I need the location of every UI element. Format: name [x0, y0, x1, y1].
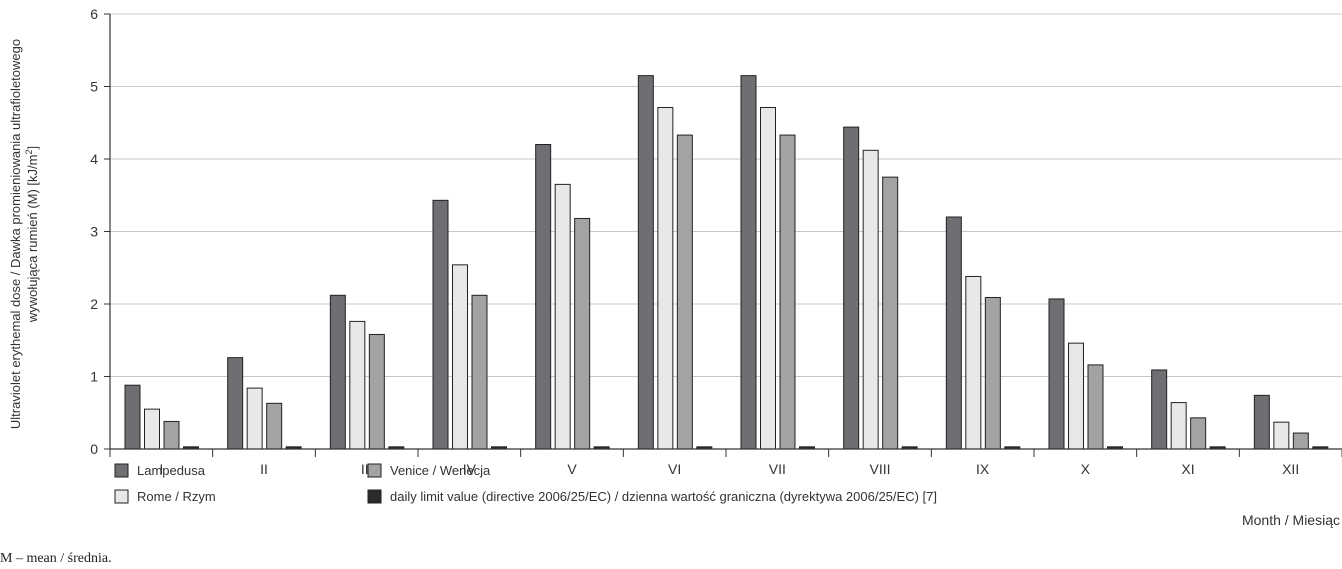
bar	[676, 134, 693, 450]
bar	[945, 216, 962, 450]
y-tick-label: 1	[90, 369, 98, 385]
gridlines	[110, 13, 1342, 377]
x-tick-label: II	[260, 461, 268, 477]
bar	[1292, 432, 1309, 450]
x-tick-label: VIII	[869, 461, 890, 477]
x-tick-label: VI	[668, 461, 681, 477]
y-axis-label-line-2-main: wywołująca rumień (M) [kJ/m	[25, 155, 40, 324]
bar	[882, 176, 899, 450]
y-axis-label-line-1: Ultraviolet erythemal dose / Dawka promi…	[8, 39, 23, 429]
bar	[227, 357, 244, 450]
bar	[144, 408, 160, 450]
legend-label: daily limit value (directive 2006/25/EC)…	[390, 489, 937, 504]
bar	[740, 75, 757, 450]
y-tick-label: 6	[90, 6, 98, 22]
legend-swatch	[367, 489, 382, 504]
bar	[368, 333, 385, 450]
bar	[124, 384, 141, 450]
x-tick-label: XII	[1282, 461, 1299, 477]
y-axis-label: Ultraviolet erythemal dose / Dawka promi…	[8, 39, 40, 429]
bar	[760, 107, 776, 450]
bar	[329, 294, 346, 450]
bar	[1068, 342, 1084, 450]
x-tick-label: IX	[976, 461, 990, 477]
x-tick-label: I	[159, 461, 163, 477]
bar	[554, 183, 571, 450]
x-tick-label: VII	[769, 461, 786, 477]
bar	[246, 387, 263, 450]
y-tick-label: 0	[90, 441, 98, 457]
bar	[1048, 298, 1065, 450]
y-tick-label: 5	[90, 79, 98, 95]
bar	[862, 149, 879, 450]
footnote: M – mean / średnia.	[0, 551, 112, 566]
legend-swatch	[114, 489, 129, 504]
y-tick-label: 2	[90, 296, 98, 312]
x-tick-label: III	[361, 461, 373, 477]
bar	[779, 134, 796, 450]
y-tick-label: 4	[90, 151, 98, 167]
bar	[535, 144, 552, 450]
bar	[637, 75, 654, 450]
bar	[984, 296, 1001, 450]
y-tick-label: 3	[90, 224, 98, 240]
legend: Lampedusa Rome / Rzym Venice / Wenecja dail…	[114, 463, 937, 504]
bar	[452, 264, 468, 450]
x-tick-label: X	[1081, 461, 1091, 477]
bar	[349, 320, 366, 450]
legend-label: Venice / Wenecja	[390, 463, 491, 478]
legend-swatch	[114, 463, 129, 478]
y-axis-label-line-2: wywołująca rumień (M) [kJ/m2]	[24, 146, 40, 323]
legend-swatch	[367, 463, 382, 478]
legend-label: Rome / Rzym	[137, 489, 216, 504]
bar	[163, 420, 180, 450]
x-axis-label: Month / Miesiąc	[1242, 512, 1340, 528]
bar	[1151, 369, 1168, 450]
x-tick-labels: I II III IV V VI VII VIII IX X XI XII	[159, 461, 1299, 477]
bar	[432, 199, 449, 450]
bar	[574, 217, 591, 450]
x-tick-label: V	[567, 461, 577, 477]
bar	[843, 126, 860, 450]
x-tick-label: IV	[463, 461, 477, 477]
axes	[104, 13, 1342, 457]
bar	[1253, 394, 1270, 450]
bar	[1190, 417, 1207, 450]
legend-label: Lampedusa	[137, 463, 206, 478]
bar	[1087, 364, 1104, 450]
y-tick-labels: 0 1 2 3 4 5 6	[90, 6, 98, 457]
bar	[266, 402, 283, 450]
bar	[657, 107, 674, 450]
bar	[1170, 402, 1187, 450]
bar	[965, 275, 982, 450]
bars	[124, 75, 1329, 450]
y-axis-label-line-2-end: ]	[25, 146, 40, 150]
bar	[1273, 421, 1290, 450]
y-axis-label-superscript: 2	[24, 150, 34, 155]
x-tick-label: XI	[1181, 461, 1194, 477]
bar	[471, 294, 488, 450]
